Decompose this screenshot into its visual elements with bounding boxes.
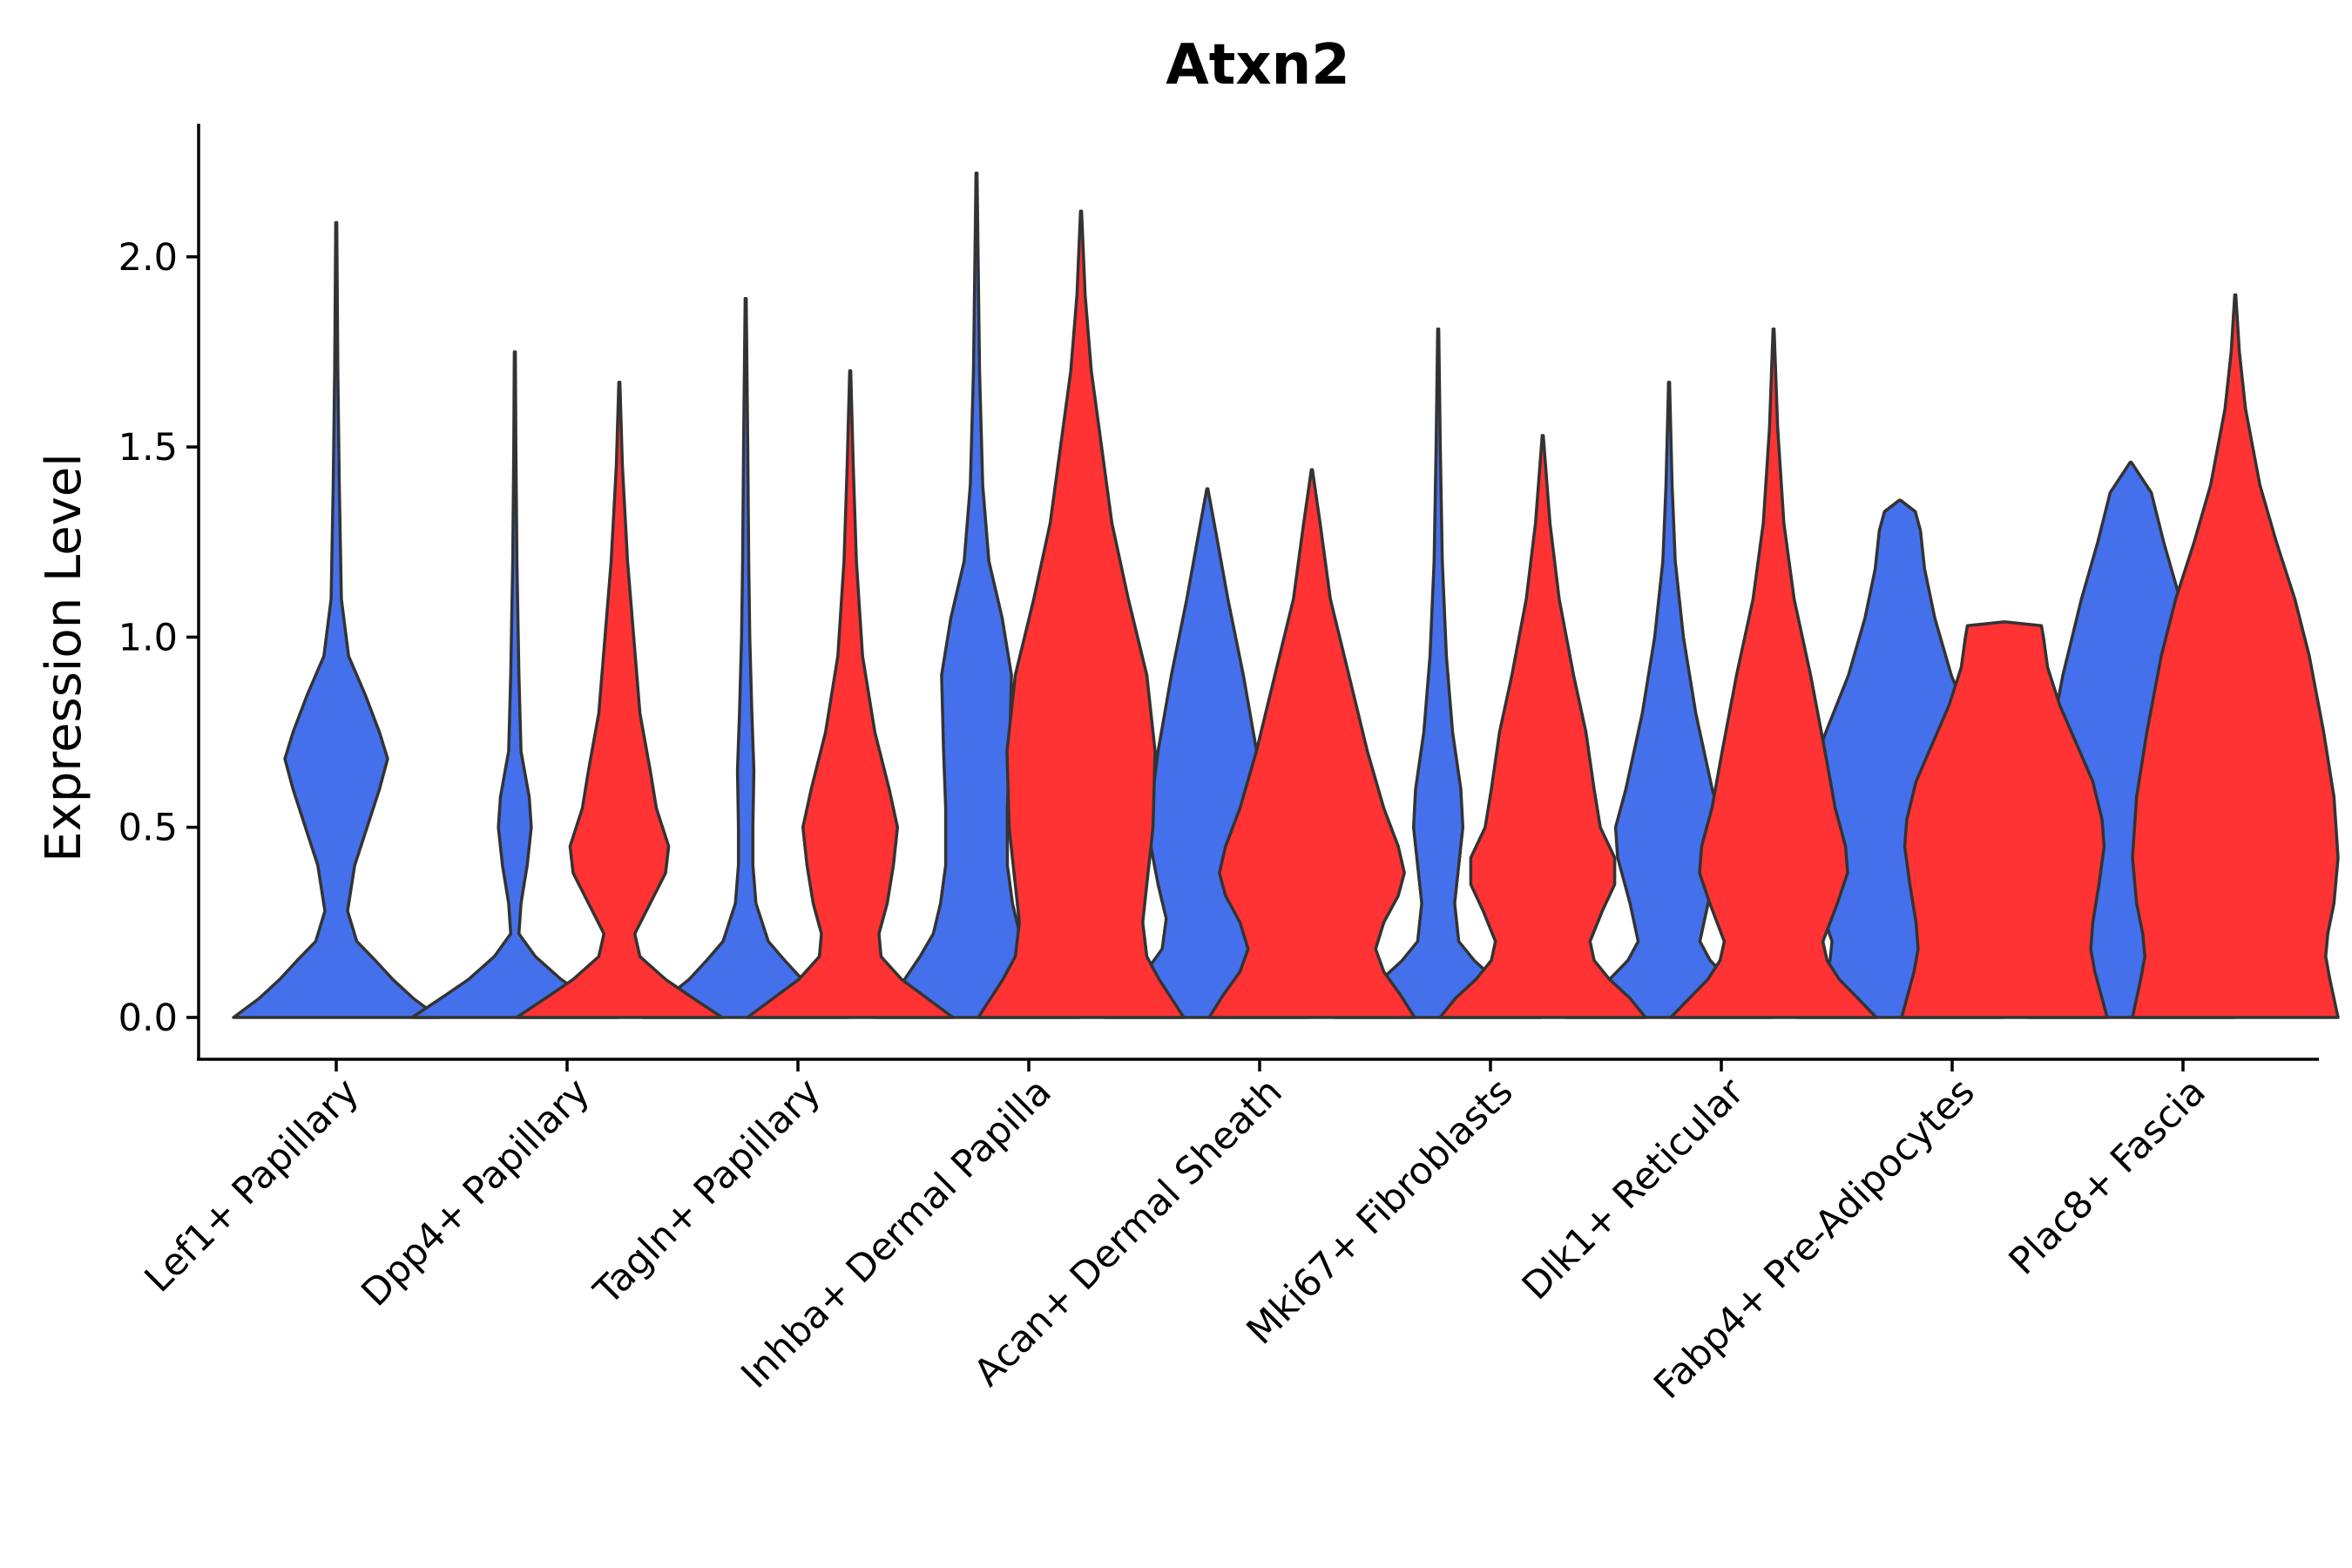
violin-red-acan-dermal-sheath [1207, 468, 1416, 1019]
violin-blue-dlk1-reticular [1565, 381, 1774, 1019]
violin-blue-mki67-fibroblasts [1334, 328, 1543, 1019]
x-tick-label-mki67-fibroblasts: Mki67+ Fibroblasts [1239, 1070, 1522, 1353]
violin-red-mki67-fibroblasts [1438, 434, 1647, 1019]
x-tick-label-tagln-papillary: Tagln+ Papillary [585, 1070, 829, 1314]
violin-red-plac8-fascia [2131, 293, 2340, 1019]
x-tick-label-plac8-fascia: Plac8+ Fascia [2001, 1070, 2214, 1283]
y-axis-label: Expression Level [36, 453, 92, 862]
x-tick-label-lef1-papillary: Lef1+ Papillary [137, 1070, 368, 1301]
violin-red-dpp4-papillary [515, 381, 724, 1019]
violin-blue-inhba-dermal-papilla [872, 172, 1081, 1019]
chart-title: Atxn2 [1166, 33, 1350, 98]
violin-red-fabp4-pre-adipocytes [1900, 620, 2109, 1019]
y-tick-label: 1.5 [118, 426, 178, 470]
violin-blue-lef1-papillary [232, 220, 441, 1019]
y-ticks: 0.0 0.5 1.0 1.5 2.0 [118, 236, 199, 1040]
y-tick-label: 0.0 [118, 997, 178, 1040]
violin-group [232, 172, 2340, 1019]
y-tick-label: 0.5 [118, 807, 178, 850]
y-tick-label: 2.0 [118, 236, 178, 280]
axes [197, 124, 2319, 1061]
violin-blue-tagln-papillary [641, 297, 850, 1019]
violin-blue-dpp4-papillary [410, 350, 619, 1019]
x-tick-label-dlk1-reticular: Dlk1+ Reticular [1514, 1070, 1753, 1308]
violin-red-tagln-papillary [746, 369, 955, 1019]
violin-red-inhba-dermal-papilla [977, 209, 1186, 1019]
violin-red-dlk1-reticular [1669, 328, 1878, 1019]
y-tick-label: 1.0 [118, 616, 178, 659]
x-tick-label-dpp4-papillary: Dpp4+ Papillary [354, 1070, 598, 1315]
